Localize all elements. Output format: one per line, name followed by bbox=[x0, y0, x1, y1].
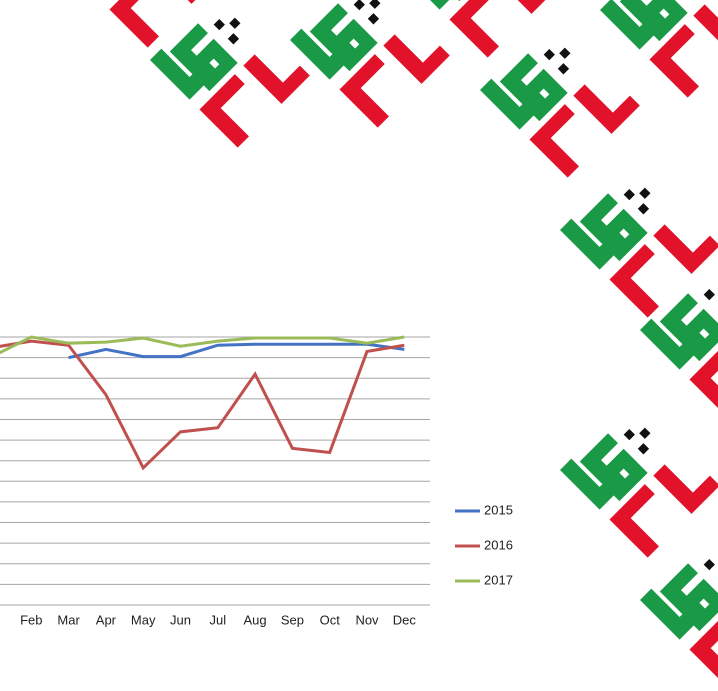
series-line bbox=[0, 335, 405, 355]
x-tick-label: Sep bbox=[281, 612, 304, 627]
series-line bbox=[0, 339, 405, 471]
x-tick-label: Nov bbox=[355, 612, 379, 627]
x-tick-label: Jul bbox=[209, 612, 226, 627]
legend-label: 2016 bbox=[484, 537, 513, 552]
chart: nFebMarAprMayJunJulAugSepOctNovDec201520… bbox=[0, 335, 513, 627]
x-tick-label: Mar bbox=[57, 612, 80, 627]
legend-label: 2017 bbox=[484, 572, 513, 587]
x-tick-label: Dec bbox=[393, 612, 417, 627]
x-tick-label: Feb bbox=[20, 612, 42, 627]
x-tick-label: Apr bbox=[96, 612, 117, 627]
x-tick-label: Oct bbox=[320, 612, 341, 627]
x-tick-label: May bbox=[131, 612, 156, 627]
x-tick-label: Aug bbox=[244, 612, 267, 627]
x-tick-label: Jun bbox=[170, 612, 191, 627]
series-line bbox=[68, 342, 405, 360]
legend-label: 2015 bbox=[484, 502, 513, 517]
